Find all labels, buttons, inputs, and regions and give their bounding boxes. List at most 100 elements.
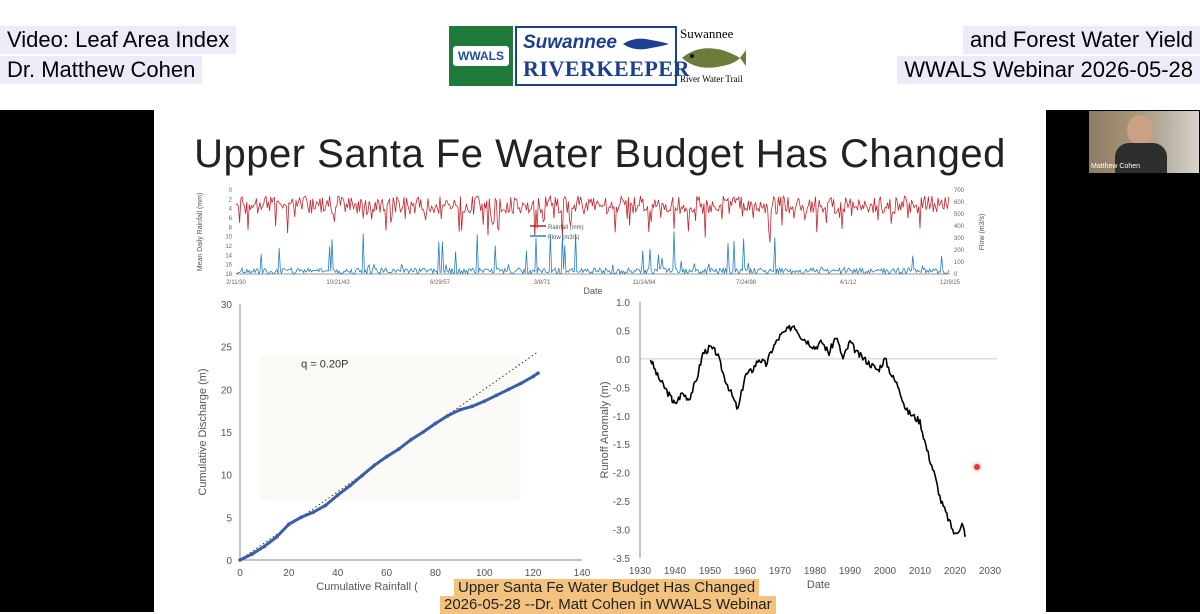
y-tick-label: 4 (229, 207, 233, 213)
y-tick-label: -3.5 (613, 554, 631, 565)
x-tick-label: 1960 (734, 566, 757, 577)
slide-title: Upper Santa Fe Water Budget Has Changed (194, 132, 1006, 176)
x-tick-label: 1930 (629, 566, 652, 577)
y-tick-label: 18 (225, 272, 232, 278)
y2-tick-label: 300 (954, 236, 965, 242)
y2-tick-label: 0 (954, 272, 958, 278)
y-tick-label: -2.5 (613, 497, 631, 508)
x-tick-label: 1980 (804, 566, 827, 577)
riverkeeper-logo-line1: Suwannee (523, 32, 617, 53)
bass-fish-icon (682, 48, 746, 68)
x-axis-label: Date (583, 286, 602, 296)
presentation-slide: Upper Santa Fe Water Budget Has Changed … (154, 110, 1046, 612)
series-flow-line (235, 231, 950, 276)
data-point (458, 408, 462, 412)
water-trail-logo-line2: River Water Trail (680, 74, 743, 84)
y2-tick-label: 400 (954, 224, 965, 230)
x-tick-label: 2010 (909, 566, 932, 577)
y2-tick-label: 700 (954, 188, 965, 194)
riverkeeper-logo-line2: RIVERKEEPER (523, 56, 690, 81)
x-tick-label: 100 (476, 568, 493, 579)
x-tick-label: 7/24/98 (736, 280, 757, 286)
caption-left-line1: Video: Leaf Area Index (0, 26, 237, 54)
y-tick-label: -0.5 (613, 383, 631, 394)
data-point (396, 447, 401, 451)
caption-left-line2: Dr. Matthew Cohen (0, 56, 203, 84)
y2-axis-label: Flow (m3/s) (979, 214, 986, 251)
y2-tick-label: 200 (954, 248, 965, 254)
y-tick-label: 10 (221, 471, 233, 482)
data-point (470, 404, 474, 409)
riverkeeper-logo: Suwannee RIVERKEEPER (515, 26, 689, 86)
y-tick-label: 5 (226, 513, 232, 524)
x-tick-label: 140 (574, 568, 591, 579)
data-point (445, 413, 450, 418)
caption-right-line1: and Forest Water Yield (963, 26, 1200, 54)
overlay-caption-line1: Upper Santa Fe Water Budget Has Changed (454, 579, 760, 597)
x-tick-label: 4/1/12 (840, 280, 857, 286)
y-axis-label: Mean Daily Rainfall (mm) (197, 193, 204, 272)
data-point (531, 374, 535, 379)
data-point (536, 371, 540, 375)
data-point (433, 421, 438, 426)
data-point (519, 381, 523, 386)
plot-bg (260, 355, 520, 501)
series-runoff-anomaly-line (649, 324, 967, 538)
y-tick-label: 25 (221, 343, 233, 354)
cumulative-discharge-chart: 0 20 40 60 80 100 120 140 0 5 10 15 20 25 30 Cumulative… (197, 300, 591, 593)
x-tick-label: 3/8/71 (534, 280, 551, 286)
y-tick-label: -2.0 (613, 469, 631, 480)
laser-pointer (974, 464, 980, 470)
caption-right-line2: WWALS Webinar 2026-05-28 (897, 56, 1200, 84)
y-tick-label: -1.5 (613, 440, 631, 451)
data-point (274, 535, 279, 539)
data-point (250, 552, 255, 556)
x-tick-label: 1940 (664, 566, 687, 577)
fish-icon (623, 38, 669, 50)
data-point (287, 522, 291, 526)
x-tick-label: 40 (332, 568, 344, 579)
data-point (335, 493, 340, 497)
y-tick-label: 0.5 (616, 326, 630, 337)
data-point (494, 393, 499, 398)
x-tick-label: 2030 (979, 566, 1002, 577)
x-axis-label: Cumulative Rainfall ( (316, 581, 418, 593)
x-tick-label: 60 (381, 568, 393, 579)
x-tick-label: 1970 (769, 566, 792, 577)
data-point (384, 454, 389, 459)
data-point (262, 544, 267, 549)
y-tick-label: -3.0 (613, 526, 631, 537)
y-axis-label: Runoff Anomaly (m) (599, 381, 611, 478)
wwals-logo: WWALS (449, 26, 513, 86)
series-rainfall-line (235, 194, 950, 243)
left-letterbox (0, 110, 154, 612)
y-tick-label: 10 (225, 235, 232, 241)
x-tick-label: 0 (237, 568, 243, 579)
x-tick-label: 120 (525, 568, 542, 579)
y-axis-label: Cumulative Discharge (m) (197, 368, 209, 495)
y-tick-label: 30 (221, 300, 233, 311)
y-tick-label: 15 (221, 428, 233, 439)
x-tick-label: 2/11/30 (226, 280, 246, 286)
y2-tick-label: 600 (954, 200, 965, 206)
rainfall-flow-chart: 0 2 4 6 8 10 12 14 16 18 700 600 500 400 300 200 100 0 2/1… (197, 188, 986, 296)
y-tick-label: 0.0 (616, 355, 630, 366)
y-tick-label: 16 (225, 263, 232, 269)
data-point (421, 430, 426, 434)
data-point (409, 437, 413, 442)
legend-flow-label: Flow (m3/s) (548, 235, 579, 241)
series-discharge-line (239, 371, 539, 562)
webcam-thumbnail[interactable]: Matthew Cohen (1089, 111, 1199, 173)
data-point (299, 515, 303, 520)
runoff-anomaly-chart: 1930 1940 1950 1960 1970 1980 1990 2000 2010 2020… (599, 298, 1002, 591)
y2-tick-label: 500 (954, 212, 965, 218)
water-trail-logo: Suwannee River Water Trail (678, 26, 748, 86)
y-tick-label: 0 (226, 556, 232, 567)
x-tick-label: 1990 (839, 566, 862, 577)
x-tick-label: 80 (430, 568, 442, 579)
y-tick-label: 8 (229, 225, 233, 231)
webcam-name: Matthew Cohen (1091, 163, 1141, 170)
x-tick-label: 1950 (699, 566, 722, 577)
fit-annotation: q = 0.20P (301, 359, 348, 371)
data-point (238, 558, 242, 562)
